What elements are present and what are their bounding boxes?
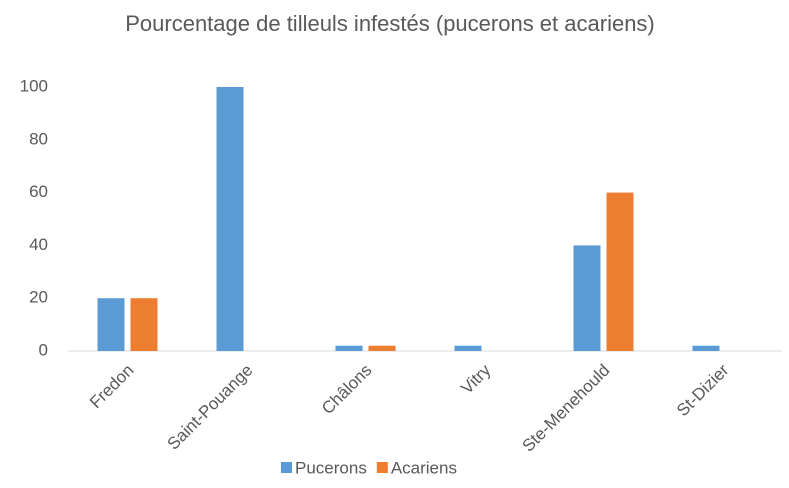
x-tick-label: Châlons (318, 361, 376, 419)
legend-swatch (281, 462, 292, 473)
chart-title: Pourcentage de tilleuls infestés (pucero… (125, 11, 655, 36)
y-tick-label: 40 (29, 235, 48, 254)
bar (692, 345, 720, 351)
x-tick-label: Ste-Menehould (519, 361, 614, 456)
y-tick-label: 100 (20, 76, 48, 95)
legend-swatch (376, 462, 388, 473)
bar (368, 345, 396, 351)
bar (216, 87, 244, 351)
bar (606, 192, 634, 351)
bar (454, 345, 482, 351)
bar (335, 345, 363, 351)
x-tick-label: Fredon (86, 361, 138, 413)
bar (573, 245, 601, 351)
x-tick-label: Vitry (457, 360, 495, 398)
y-tick-label: 60 (29, 182, 48, 201)
y-tick-label: 80 (29, 129, 48, 148)
legend-label: Pucerons (295, 458, 367, 477)
x-tick-label: St-Dizier (673, 360, 733, 420)
y-tick-label: 20 (29, 288, 48, 307)
x-tick-label: Saint-Pouange (164, 361, 257, 454)
bar (97, 298, 125, 351)
legend-label: Acariens (391, 458, 457, 477)
bar (130, 298, 158, 351)
y-tick-label: 0 (39, 340, 48, 359)
